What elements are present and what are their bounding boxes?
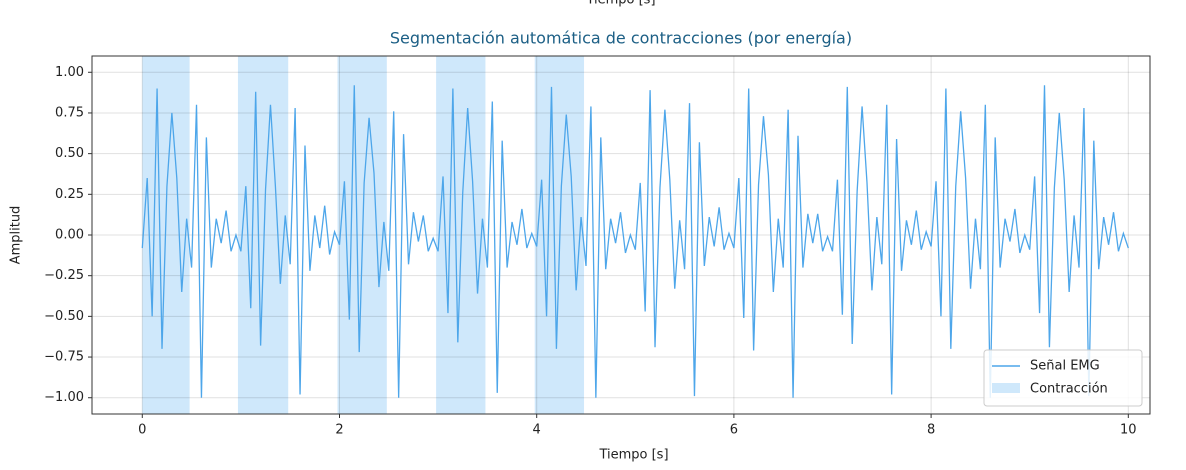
y-tick-label: 0.50	[55, 146, 84, 161]
x-tick-label: 6	[730, 423, 738, 438]
y-tick-label: −0.50	[44, 309, 84, 324]
y-axis-label: Amplitud	[9, 206, 24, 265]
x-axis-label: Tiempo [s]	[598, 448, 668, 463]
y-tick-label: 0.00	[55, 228, 84, 243]
y-tick-label: 0.75	[55, 105, 84, 120]
y-tick-label: −1.00	[44, 390, 84, 405]
chart-title: Segmentación automática de contracciones…	[390, 29, 852, 48]
y-tick-label: −0.75	[44, 350, 84, 365]
y-tick-label: −0.25	[44, 268, 84, 283]
x-tick-label: 10	[1120, 423, 1137, 438]
legend-box	[983, 349, 1143, 407]
y-tick-label: 1.00	[55, 65, 84, 80]
plot-frame	[91, 55, 1151, 415]
contraction-span	[237, 56, 289, 414]
signal-line	[141, 85, 1129, 398]
y-tick-label: 0.25	[55, 187, 84, 202]
x-tick-label: 0	[138, 423, 146, 438]
legend-swatch	[992, 383, 1020, 393]
x-tick-label: 4	[533, 423, 541, 438]
previous-x-label: Tiempo [s]	[585, 0, 655, 8]
legend-label: Contracción	[1030, 382, 1108, 397]
x-tick-label: 8	[927, 423, 935, 438]
legend-label: Señal EMG	[1030, 359, 1100, 374]
x-tick-label: 2	[335, 423, 343, 438]
